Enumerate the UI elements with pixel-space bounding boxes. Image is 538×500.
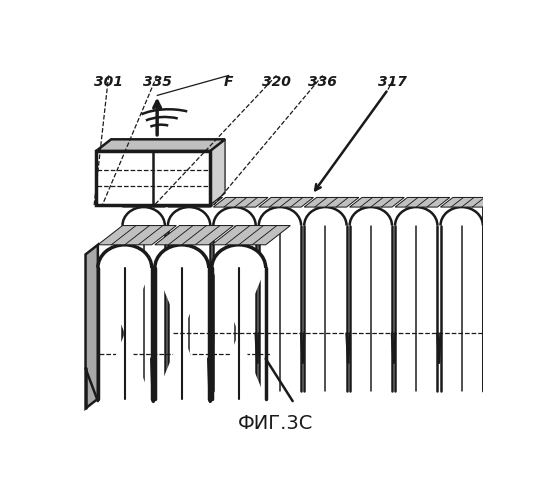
- Polygon shape: [441, 207, 483, 391]
- Polygon shape: [395, 198, 450, 207]
- Polygon shape: [210, 140, 225, 205]
- Polygon shape: [123, 207, 165, 391]
- Polygon shape: [214, 207, 256, 391]
- Polygon shape: [395, 207, 437, 391]
- Polygon shape: [350, 207, 392, 391]
- Polygon shape: [168, 198, 223, 207]
- Text: 301: 301: [94, 74, 123, 88]
- Polygon shape: [123, 198, 177, 207]
- Polygon shape: [259, 198, 314, 207]
- Text: 336: 336: [308, 74, 337, 88]
- Text: 320: 320: [262, 74, 291, 88]
- Polygon shape: [350, 198, 405, 207]
- Polygon shape: [483, 198, 495, 391]
- Text: 317: 317: [378, 74, 406, 88]
- Polygon shape: [96, 140, 225, 151]
- Polygon shape: [212, 226, 291, 245]
- Text: ФИГ.3С: ФИГ.3С: [238, 414, 314, 433]
- Polygon shape: [168, 207, 210, 391]
- Polygon shape: [98, 245, 152, 399]
- Text: F: F: [224, 74, 233, 88]
- Polygon shape: [214, 198, 268, 207]
- Polygon shape: [98, 226, 176, 245]
- Polygon shape: [96, 151, 210, 205]
- Text: 335: 335: [143, 74, 172, 88]
- Polygon shape: [86, 245, 98, 408]
- Polygon shape: [304, 207, 346, 391]
- Polygon shape: [483, 198, 495, 391]
- Polygon shape: [304, 198, 359, 207]
- Polygon shape: [155, 226, 233, 245]
- Polygon shape: [155, 245, 209, 399]
- Polygon shape: [441, 198, 495, 207]
- Polygon shape: [212, 245, 266, 399]
- Polygon shape: [259, 207, 301, 391]
